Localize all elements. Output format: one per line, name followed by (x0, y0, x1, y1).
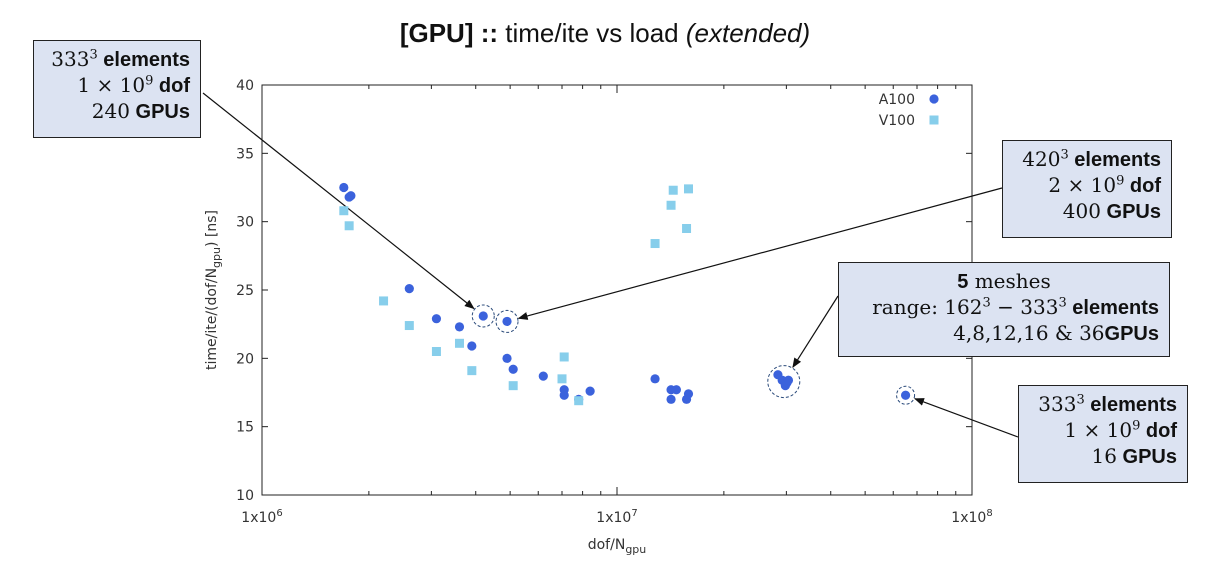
point-a100 (666, 394, 676, 404)
point-v100 (682, 224, 692, 233)
callout-a3: 5 meshes range: 1623 − 3333 elements 4,8… (838, 262, 1170, 357)
y-tick-label: 10 (236, 488, 254, 504)
point-a100 (454, 322, 465, 332)
point-v100 (454, 338, 464, 348)
arrow-a4 (914, 398, 1019, 438)
point-a100 (671, 385, 681, 395)
point-a100 (650, 374, 660, 384)
y-tick-label: 20 (236, 351, 254, 367)
y-tick-label: 15 (236, 420, 254, 436)
callout-a3-line-3: 4,8,12,16 & 36GPUs (953, 321, 1159, 345)
point-v100 (344, 221, 354, 231)
point-v100 (559, 352, 569, 362)
point-v100 (467, 366, 477, 376)
callout-a2-line-2: 2 × 109 dof (1048, 173, 1161, 197)
callout-a1-line-2: 1 × 109 dof (77, 73, 190, 97)
title-italic: (extended) (685, 18, 811, 48)
callout-a4: 3333 elements 1 × 109 dof 16 GPUs (1018, 385, 1188, 483)
highlight-ring-a3 (767, 365, 801, 399)
point-a100 (431, 314, 442, 324)
callout-a2-line-1: 4203 elements (1022, 147, 1161, 171)
y-tick-label: 30 (236, 215, 254, 231)
legend-label-a100: A100 (879, 92, 915, 108)
arrow-a3 (792, 295, 839, 369)
callout-a2: 4203 elements 2 × 109 dof 400 GPUs (1002, 140, 1172, 238)
title-normal: time/ite vs load (498, 18, 686, 48)
arrow-a1 (202, 92, 475, 310)
point-v100 (508, 381, 518, 391)
point-a100 (538, 371, 548, 381)
x-axis-label: dof/Ngpu (588, 537, 647, 556)
point-a100 (502, 316, 512, 327)
y-tick-label: 25 (236, 283, 254, 299)
point-v100 (339, 206, 349, 216)
point-a100 (467, 341, 477, 351)
point-v100 (650, 239, 660, 249)
legend-marker-v100 (929, 115, 939, 125)
point-a100 (478, 311, 488, 321)
highlight-ring-a1 (471, 304, 495, 328)
highlight-ring-a4 (896, 385, 916, 405)
point-a100 (783, 375, 794, 385)
point-v100 (668, 185, 678, 195)
point-a100 (404, 284, 414, 294)
point-v100 (379, 296, 389, 306)
y-tick-label: 35 (236, 146, 254, 162)
x-tick-label: 1x108 (951, 508, 992, 526)
x-tick-label: 1x106 (241, 508, 282, 526)
callout-a4-line-3: 16 GPUs (1091, 444, 1177, 468)
point-v100 (683, 184, 693, 194)
point-a100 (339, 182, 349, 193)
point-v100 (404, 321, 414, 331)
point-a100 (559, 390, 569, 400)
point-v100 (666, 200, 676, 210)
point-a100 (900, 390, 911, 400)
y-axis-label: time/ite/(dof/Ngpu) [ns] (204, 210, 223, 370)
legend-marker-a100 (929, 94, 939, 104)
highlight-ring-a2 (495, 309, 519, 333)
arrow-a2 (517, 187, 1003, 320)
callout-a1-line-1: 3333 elements (51, 47, 190, 71)
title-bold: [GPU] :: (399, 18, 499, 48)
callout-a4-line-1: 3333 elements (1038, 392, 1177, 416)
callout-a1: 3333 elements 1 × 109 dof 240 GPUs (33, 40, 201, 138)
point-a100 (508, 364, 518, 374)
legend-label-v100: V100 (879, 113, 915, 129)
callout-a4-line-2: 1 × 109 dof (1064, 418, 1177, 442)
annotation-arrows (202, 92, 1019, 438)
callout-a1-line-3: 240 GPUs (91, 99, 190, 123)
point-a100 (585, 386, 595, 396)
chart-title: [GPU] :: time/ite vs load (extended) (0, 18, 1210, 49)
data-points (339, 182, 911, 406)
legend: A100 V100 (879, 92, 939, 129)
point-v100 (431, 347, 441, 356)
point-v100 (557, 374, 567, 384)
y-tick-label: 40 (236, 78, 254, 94)
point-a100 (346, 191, 356, 201)
point-a100 (502, 353, 512, 363)
point-v100 (574, 396, 584, 406)
callout-a3-line-1: 5 meshes (957, 269, 1051, 293)
callout-a2-line-3: 400 GPUs (1062, 199, 1161, 223)
x-tick-label: 1x107 (596, 508, 637, 526)
point-a100 (683, 389, 694, 399)
callout-a3-line-2: range: 1623 − 3333 elements (872, 295, 1159, 319)
